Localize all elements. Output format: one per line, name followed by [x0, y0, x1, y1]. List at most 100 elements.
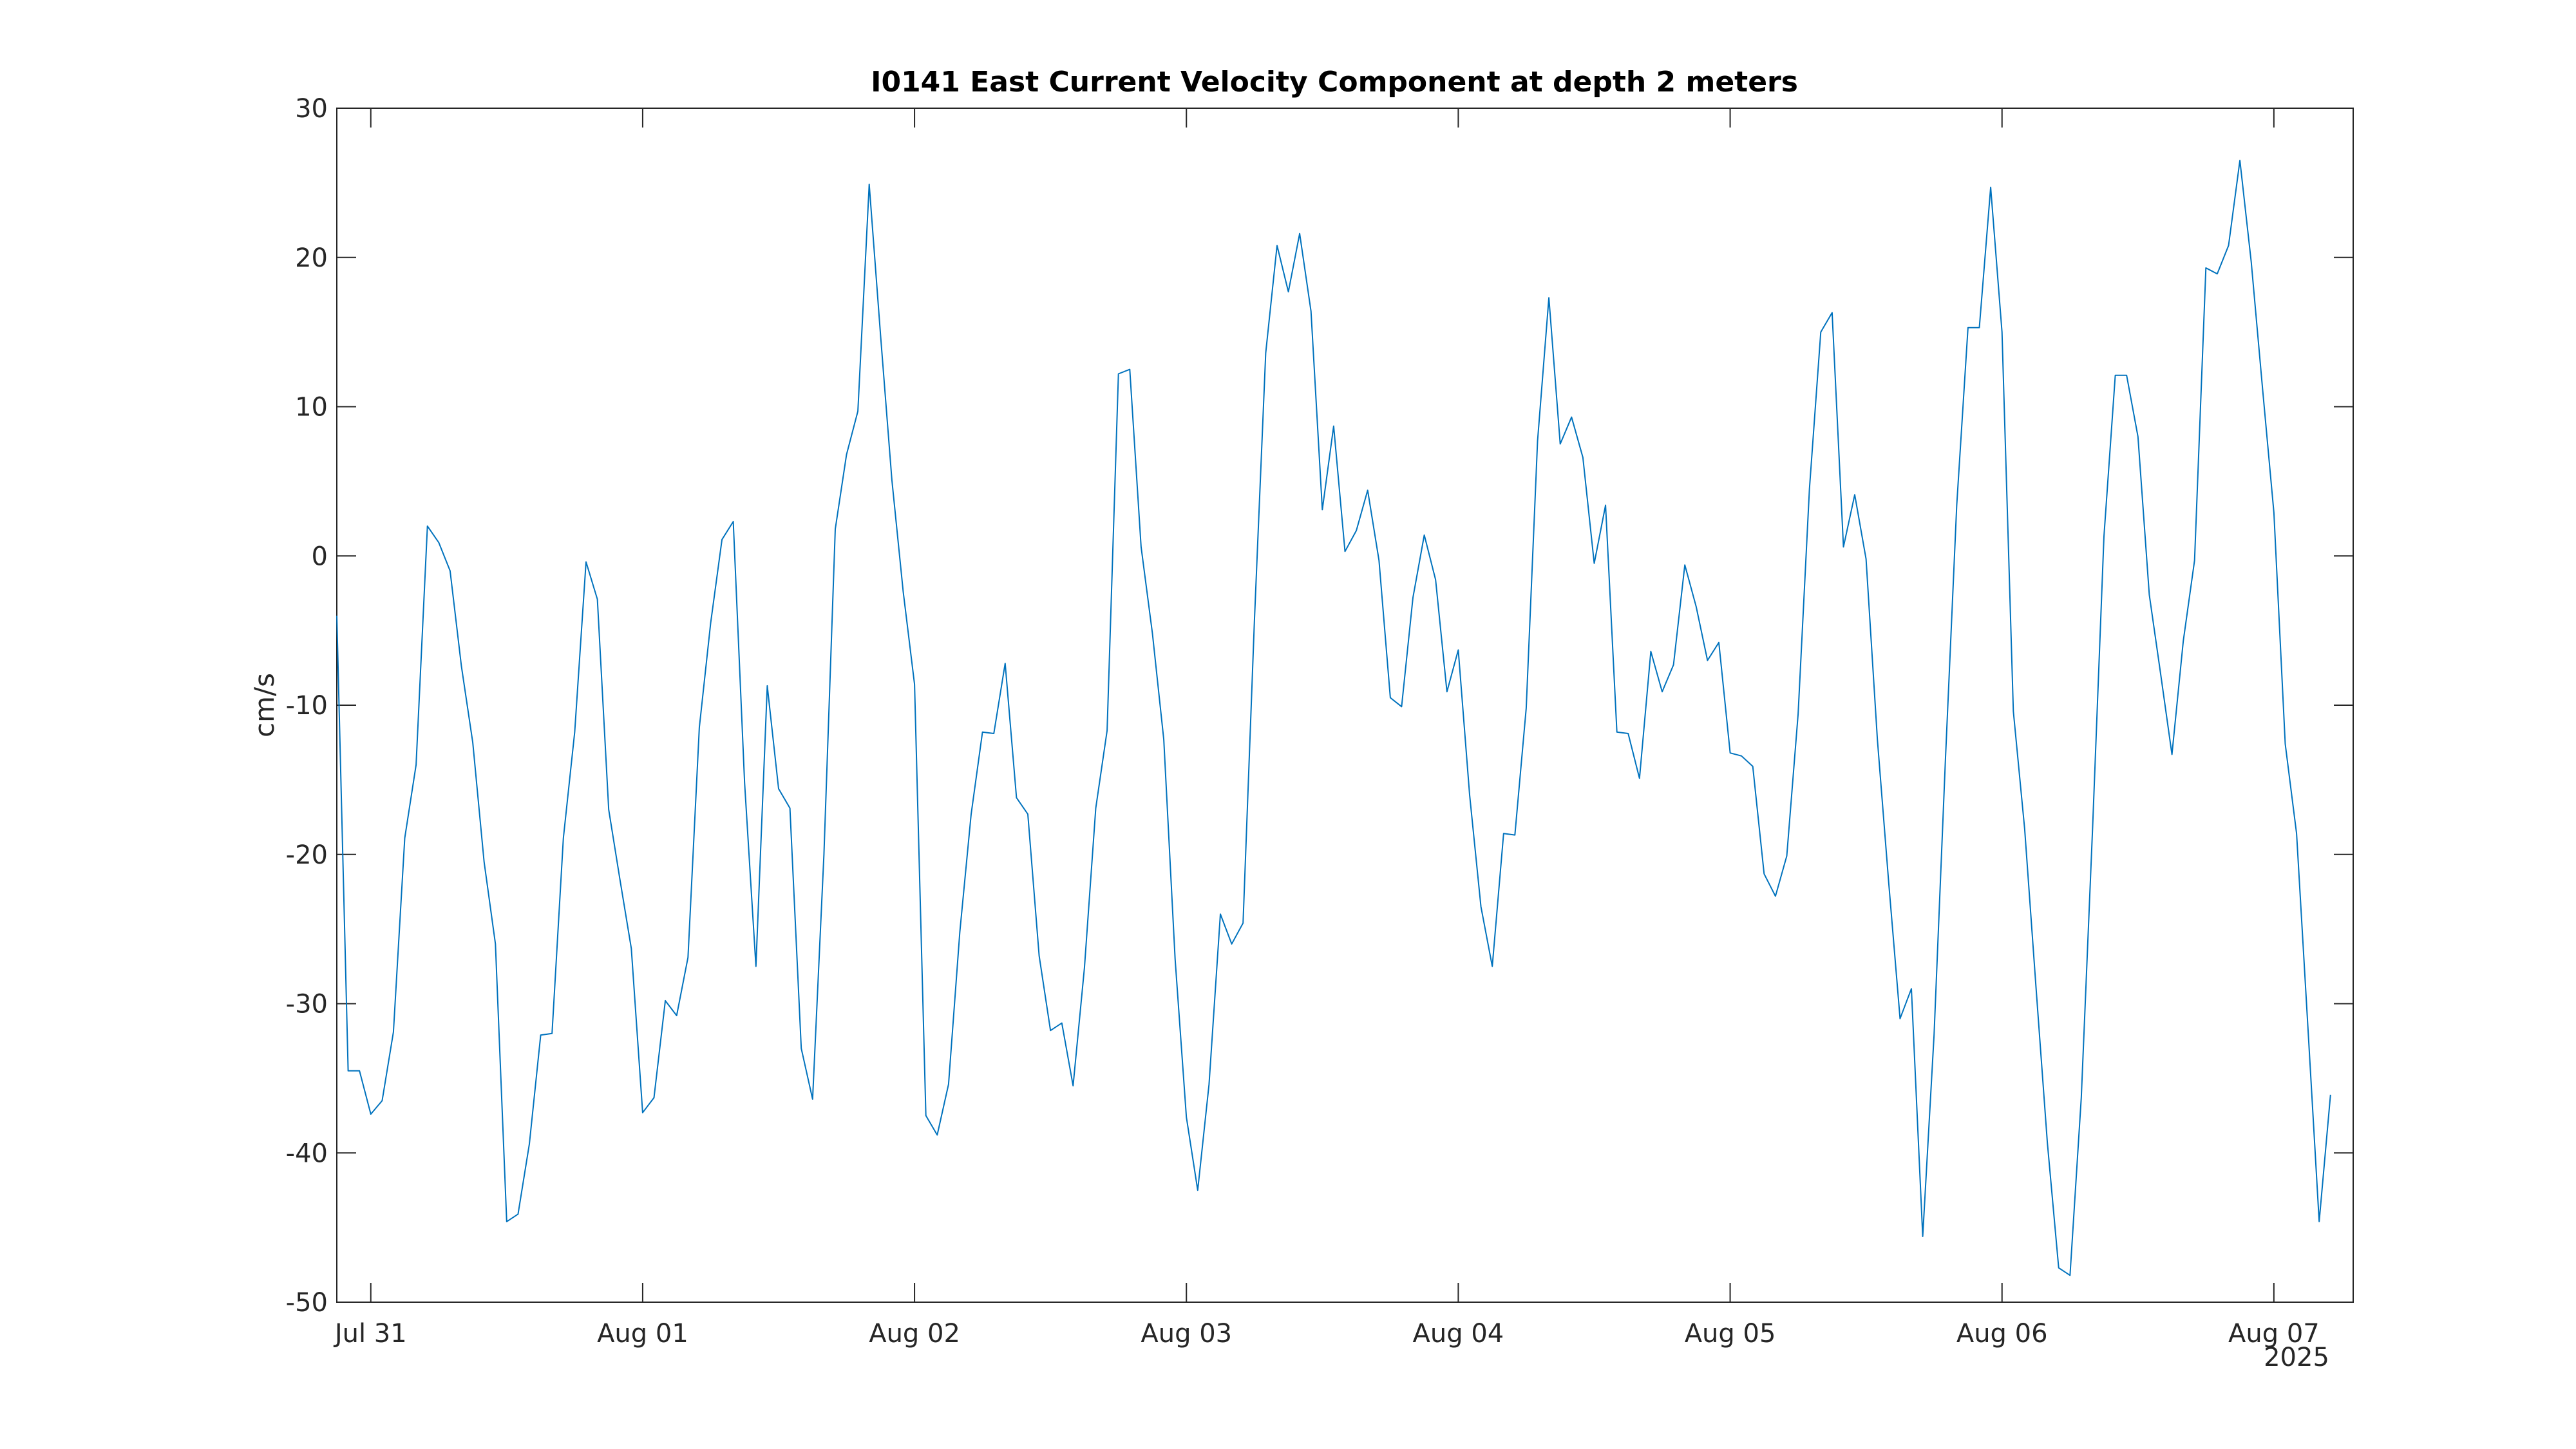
data-point	[619, 878, 621, 881]
data-point	[721, 538, 723, 541]
data-point	[1027, 813, 1029, 815]
x-tick-label: Aug 05	[1685, 1319, 1776, 1349]
data-point	[641, 1112, 644, 1114]
data-point	[1072, 1084, 1074, 1087]
data-point	[1197, 1189, 1199, 1191]
data-point	[1208, 1083, 1210, 1086]
data-point	[2035, 986, 2038, 989]
data-point	[1899, 1018, 1901, 1020]
data-point	[947, 1083, 950, 1086]
data-point	[891, 478, 893, 481]
data-point	[664, 999, 667, 1002]
data-point	[2125, 374, 2128, 377]
data-point	[1933, 1034, 1935, 1036]
data-point	[1752, 765, 1754, 768]
data-point	[1231, 943, 1233, 945]
x-tick-label: Aug 07	[2228, 1319, 2320, 1349]
data-point	[732, 520, 735, 523]
data-point	[494, 943, 497, 945]
data-point	[755, 965, 757, 968]
data-point	[2001, 331, 2003, 334]
data-point	[676, 1014, 678, 1017]
data-point	[1298, 232, 1301, 235]
data-point	[1706, 659, 1709, 662]
data-point	[1548, 296, 1550, 299]
data-point	[1695, 605, 1698, 608]
data-point	[2204, 267, 2207, 269]
data-point	[2228, 244, 2230, 247]
data-point	[743, 782, 746, 784]
y-tick-label: -10	[286, 691, 328, 721]
data-point	[1095, 807, 1097, 810]
data-point	[857, 410, 859, 413]
data-point	[992, 732, 995, 735]
data-point	[913, 683, 916, 686]
data-point	[2239, 159, 2241, 162]
data-point	[2080, 1097, 2083, 1099]
data-point	[1525, 707, 1528, 710]
data-point	[2261, 388, 2264, 390]
data-point	[777, 788, 780, 790]
data-point	[2012, 710, 2014, 712]
data-point	[834, 528, 837, 531]
data-point	[2250, 261, 2253, 263]
data-point	[879, 334, 882, 336]
data-point	[1842, 545, 1845, 548]
data-point	[392, 1031, 395, 1034]
data-point	[1083, 967, 1086, 969]
x-tick-label: Aug 03	[1141, 1319, 1232, 1349]
data-point	[2159, 672, 2162, 675]
plot-area	[336, 108, 2354, 1303]
y-tick-label: -40	[286, 1139, 328, 1168]
data-point	[1276, 244, 1278, 247]
y-tick-label: -50	[286, 1288, 328, 1318]
data-point	[2148, 594, 2150, 596]
data-point	[1513, 834, 1516, 837]
data-point	[1989, 186, 1992, 189]
data-point	[1537, 440, 1539, 442]
data-point	[2069, 1274, 2071, 1276]
data-point	[2058, 1267, 2060, 1269]
data-point	[1310, 310, 1312, 312]
data-point	[1128, 368, 1131, 371]
data-point	[415, 764, 417, 766]
data-point	[2216, 272, 2219, 275]
y-tick-label: 10	[295, 393, 328, 422]
data-point	[2273, 511, 2275, 514]
data-point	[1468, 793, 1471, 796]
data-point	[1786, 855, 1788, 857]
data-point	[1038, 954, 1041, 957]
data-point	[1967, 327, 1969, 329]
data-point	[1412, 596, 1414, 599]
data-point	[1876, 738, 1879, 741]
data-point	[2137, 435, 2139, 438]
data-point	[540, 1034, 542, 1036]
data-point	[1015, 797, 1018, 799]
data-point	[2171, 753, 2174, 756]
data-point	[1944, 759, 1947, 762]
data-point	[981, 731, 984, 734]
data-point	[2193, 559, 2196, 562]
data-point	[1819, 331, 1822, 334]
data-point	[2284, 743, 2287, 745]
data-point	[1978, 327, 1981, 329]
data-point	[2091, 826, 2094, 829]
data-point	[1661, 690, 1663, 693]
data-point	[766, 685, 768, 687]
data-point	[1253, 620, 1256, 623]
data-point	[902, 591, 905, 593]
data-point	[822, 853, 825, 856]
data-point	[2114, 374, 2117, 377]
chart-title: I0141 East Current Velocity Component at…	[871, 66, 1798, 99]
data-point	[1162, 738, 1165, 741]
data-point	[1287, 290, 1290, 293]
y-tick-label: -20	[286, 840, 328, 870]
data-point	[607, 808, 610, 811]
data-point	[630, 947, 632, 950]
data-point	[1582, 456, 1584, 459]
data-point	[1389, 696, 1392, 699]
data-point	[1865, 558, 1868, 560]
data-point	[347, 1070, 350, 1072]
data-point	[562, 837, 565, 839]
